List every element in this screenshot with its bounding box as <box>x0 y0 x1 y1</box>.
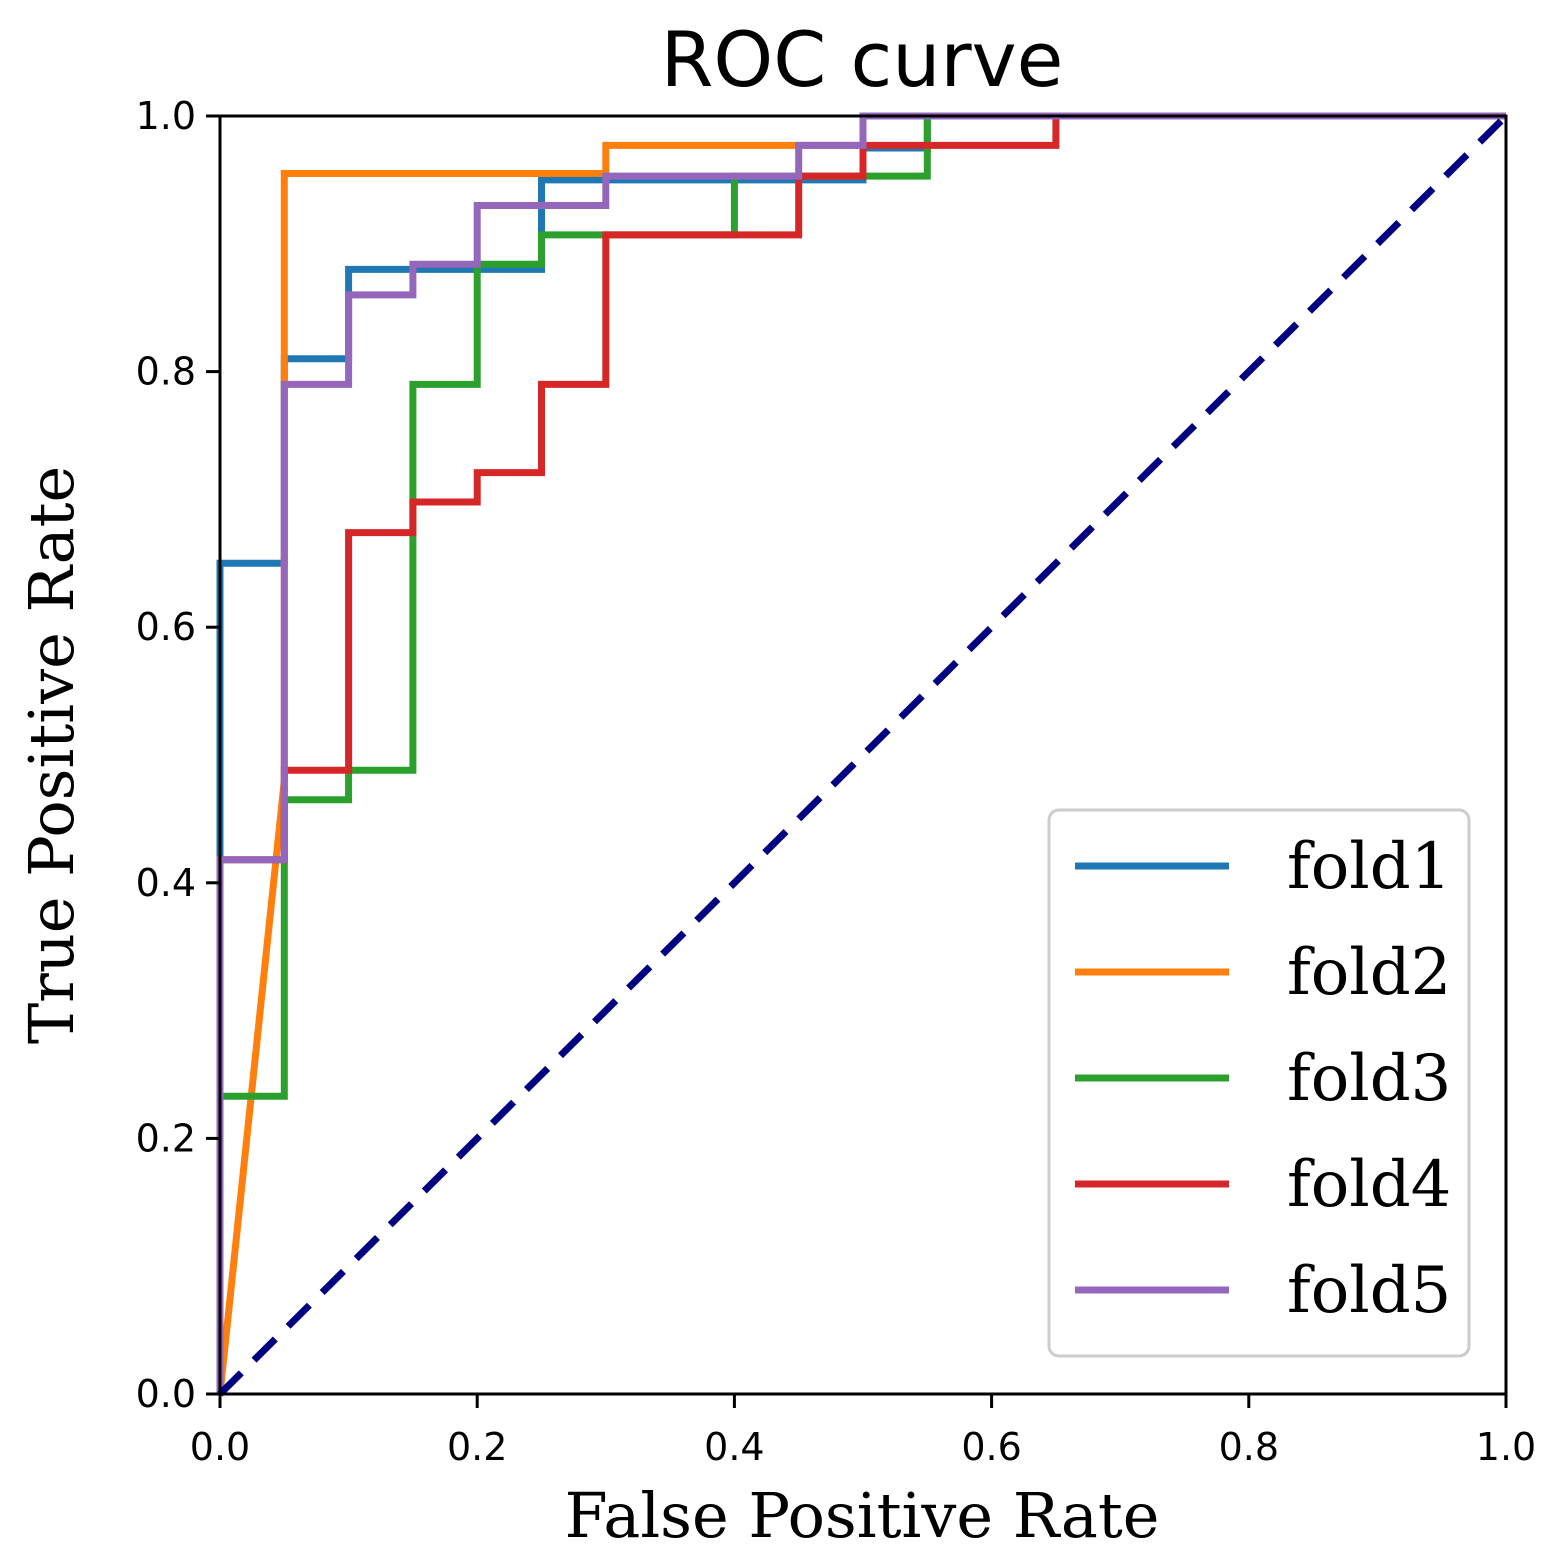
chart-title: ROC curve <box>661 15 1064 104</box>
x-tick-label: 0.6 <box>961 1425 1021 1469</box>
x-tick-label: 0.8 <box>1219 1425 1279 1469</box>
x-axis-label: False Positive Rate <box>565 1479 1160 1552</box>
legend-label-fold5: fold5 <box>1287 1254 1451 1328</box>
axes-frame <box>218 114 1508 1396</box>
chance-diagonal-line <box>217 113 1509 1397</box>
series-line-fold4 <box>216 112 1506 1394</box>
y-tick-label: 0.4 <box>136 861 196 905</box>
x-tick-label: 0.2 <box>447 1425 507 1469</box>
legend-label-fold3: fold3 <box>1287 1042 1451 1116</box>
legend-label-fold4: fold4 <box>1287 1148 1451 1222</box>
axis-ticks: 0.0 0.2 0.4 0.6 0.8 1.0 0.0 0.2 0.4 0.6 0.8 1.0 <box>136 94 1537 1469</box>
legend-label-fold1: fold1 <box>1287 830 1451 904</box>
x-tick-label: 1.0 <box>1476 1425 1536 1469</box>
x-tick-label: 0.0 <box>190 1425 250 1469</box>
legend-label-fold2: fold2 <box>1287 936 1451 1010</box>
x-tick-label: 0.4 <box>704 1425 764 1469</box>
y-tick-label: 1.0 <box>136 94 196 138</box>
y-axis-label: True Positive Rate <box>15 466 88 1044</box>
plot-area <box>216 112 1509 1397</box>
legend: fold1 fold2 fold3 fold4 fold5 <box>1047 808 1471 1358</box>
y-tick-label: 0.6 <box>136 605 196 649</box>
legend-box <box>1047 808 1471 1358</box>
y-tick-label: 0.8 <box>136 350 196 394</box>
y-tick-label: 0.0 <box>136 1372 196 1416</box>
series-line-fold5 <box>216 112 1506 1394</box>
y-tick-label: 0.2 <box>136 1116 196 1160</box>
